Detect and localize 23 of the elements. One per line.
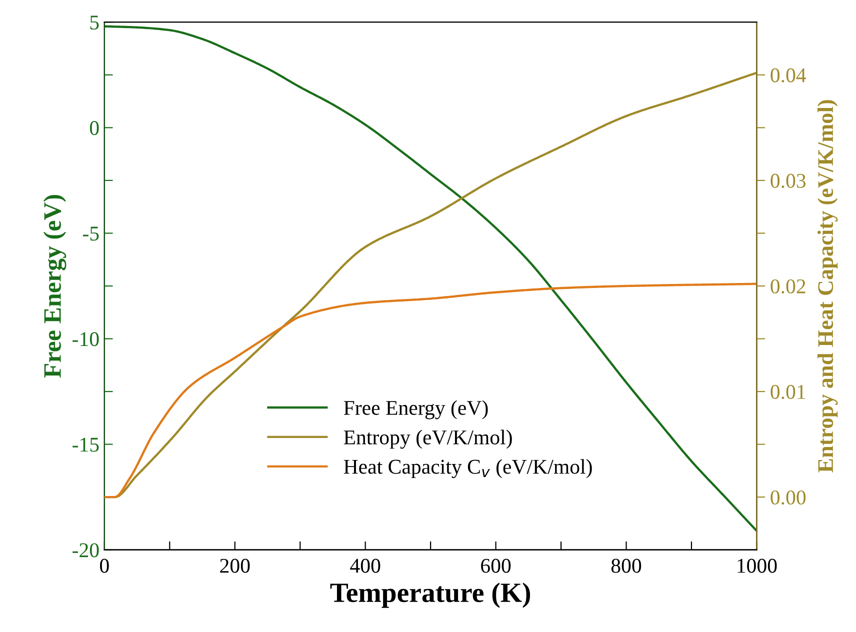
y-axis-title: Free Energy (eV) — [43, 194, 66, 378]
y2-tick-label: 0.01 — [770, 384, 806, 400]
y2-tick-label: 0.00 — [770, 490, 806, 505]
y-tick-label: 5 — [90, 16, 99, 30]
legend-label: Free Energy (eV) — [344, 400, 488, 420]
y-tick-label: 0 — [90, 121, 99, 136]
y-tick-label: -10 — [72, 332, 99, 346]
y2-tick-label: 0.03 — [770, 174, 806, 188]
x-tick-label: 0 — [100, 558, 109, 573]
y-tick-label: -20 — [72, 543, 99, 558]
legend-label: Entropy (eV/K/mol) — [344, 430, 512, 449]
x-tick-label: 600 — [481, 558, 511, 573]
y-tick-label: -15 — [72, 438, 99, 452]
x-axis-title: Temperature (K) — [330, 582, 530, 608]
x-tick-label: 200 — [220, 558, 250, 573]
y2-tick-label: 0.02 — [770, 279, 806, 294]
y-tick-label: -5 — [82, 226, 99, 241]
y2-tick-label: 0.04 — [770, 68, 806, 82]
x-tick-label: 400 — [350, 558, 380, 573]
x-tick-label: 1000 — [738, 558, 777, 573]
x-tick-label: 800 — [611, 558, 642, 573]
y2-axis-title: Entropy and Heat Capacity (eV/K/mol) — [817, 100, 838, 472]
legend-label: Heat Capacity C$_{v}$ (eV/K/mol) — [344, 459, 592, 478]
